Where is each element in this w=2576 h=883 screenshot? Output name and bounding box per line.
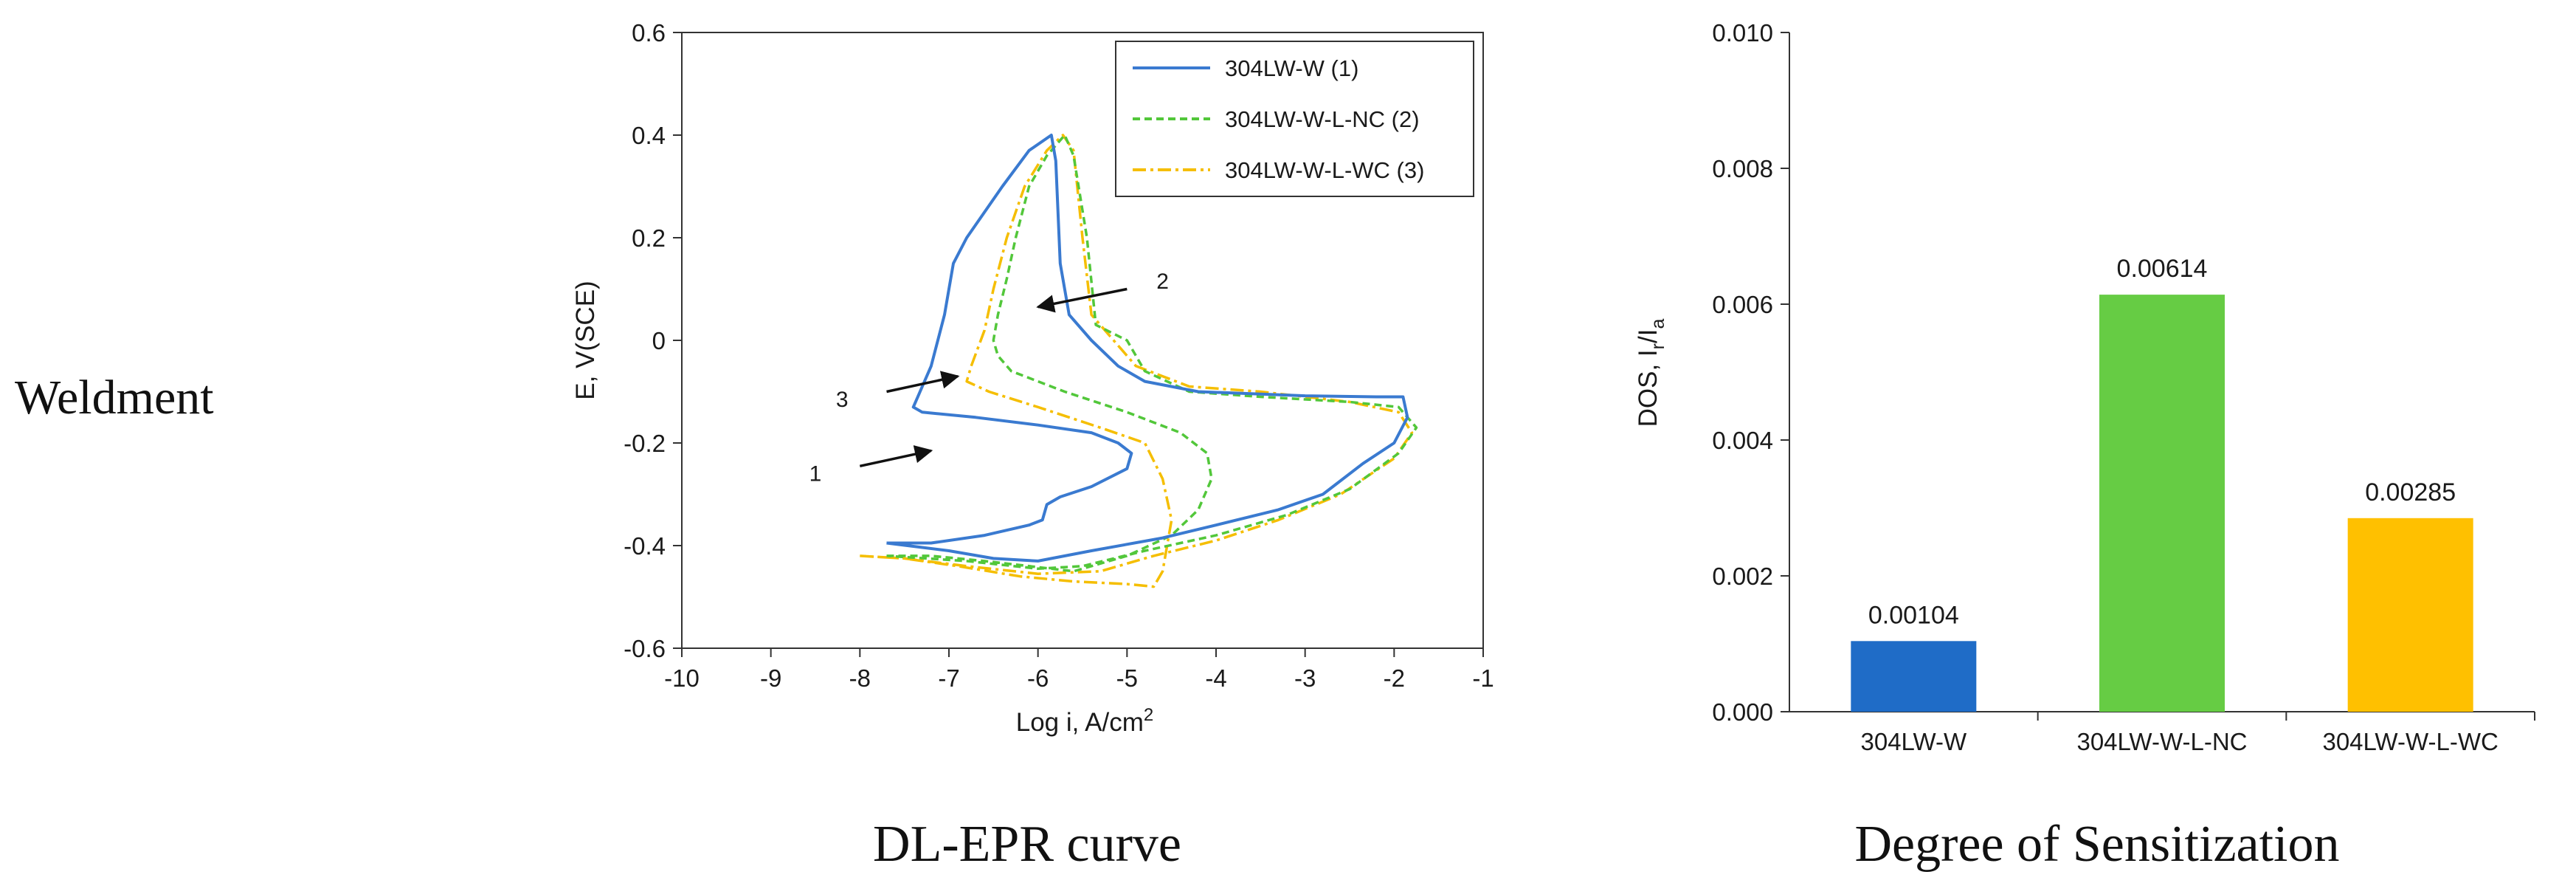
epr-x-tick-label: -6 bbox=[1027, 664, 1049, 692]
epr-x-tick-label: -3 bbox=[1294, 664, 1316, 692]
dos-y-tick-label: 0.008 bbox=[1712, 155, 1773, 182]
epr-y-tick-label: 0 bbox=[652, 327, 666, 354]
dos-y-axis-label-sub-r: r bbox=[1648, 343, 1668, 349]
dos-bar-1 bbox=[1851, 641, 1977, 712]
caption-right: Degree of Sensitization bbox=[1854, 816, 2339, 873]
epr-x-tick-label: -7 bbox=[938, 664, 959, 692]
epr-x-tick-label: -8 bbox=[849, 664, 871, 692]
dos-bar-value-label: 0.00614 bbox=[2117, 255, 2208, 283]
epr-annotation-arrow-3 bbox=[886, 371, 960, 394]
dos-bar-value-label: 0.00285 bbox=[2365, 478, 2456, 506]
epr-series-1-line bbox=[886, 134, 1409, 563]
dos-chart: 0.010 0.008 0.006 0.004 0.002 0.000 0.00104 30… bbox=[1634, 19, 2535, 755]
epr-y-tick-label: 0.4 bbox=[632, 122, 666, 149]
dos-category-label: 304LW-W-L-NC bbox=[2076, 728, 2247, 755]
dos-category-label: 304LW-W-L-WC bbox=[2322, 728, 2498, 755]
dos-y-tick-label: 0.006 bbox=[1712, 291, 1773, 318]
dos-bars: 0.00104 304LW-W 0.00614 304LW-W-L-NC 0.00285… bbox=[1851, 255, 2535, 755]
dos-y-tick-label: 0.000 bbox=[1712, 698, 1773, 726]
epr-series-2-line bbox=[886, 134, 1418, 573]
epr-y-axis-label: E, V(SCE) bbox=[571, 281, 600, 399]
epr-legend: 304LW-W (1) 304LW-W-L-NC (2) 304LW-W-L-W… bbox=[1115, 41, 1474, 197]
epr-series bbox=[860, 134, 1418, 588]
legend-label-series-2: 304LW-W-L-NC (2) bbox=[1225, 106, 1420, 132]
epr-x-axis-label: Log i, A/cm2 bbox=[1016, 705, 1154, 737]
epr-annotation-arrow-1 bbox=[859, 445, 933, 467]
epr-y-tick-label: 0.2 bbox=[632, 224, 666, 252]
epr-annotations: 1 2 3 bbox=[809, 269, 1169, 487]
epr-x-tick-label: -4 bbox=[1205, 664, 1226, 692]
epr-ticks: -10 -9 -8 -7 -6 -5 -4 -3 -2 -1 0.6 0.4 0.2 0 -0.2 -0.4 -… bbox=[624, 19, 1494, 692]
epr-x-tick-label: -10 bbox=[664, 664, 700, 692]
dos-ticks: 0.010 0.008 0.006 0.004 0.002 0.000 bbox=[1712, 19, 1789, 726]
epr-x-axis-label-main: Log i, A/cm bbox=[1016, 708, 1144, 737]
dos-y-axis-label: DOS, Ir/Ia bbox=[1634, 319, 1668, 427]
epr-x-tick-label: -1 bbox=[1472, 664, 1494, 692]
epr-x-axis-label-sup: 2 bbox=[1144, 705, 1153, 725]
dos-bar-value-label: 0.00104 bbox=[1868, 601, 1959, 629]
epr-y-tick-label: 0.6 bbox=[632, 19, 666, 47]
dos-y-tick-label: 0.004 bbox=[1712, 427, 1773, 454]
dos-y-axis-label-main: DOS, I bbox=[1634, 349, 1662, 427]
caption-left: DL-EPR curve bbox=[873, 816, 1181, 873]
epr-x-tick-label: -9 bbox=[760, 664, 781, 692]
epr-annotation-label-3: 3 bbox=[836, 388, 849, 412]
epr-chart: -10 -9 -8 -7 -6 -5 -4 -3 -2 -1 0.6 0.4 0.2 0 -0.2 -0.4 -… bbox=[571, 19, 1494, 737]
epr-x-tick-label: -2 bbox=[1384, 664, 1405, 692]
dos-bar-2 bbox=[2099, 295, 2225, 712]
epr-y-tick-label: -0.4 bbox=[624, 532, 666, 560]
epr-annotation-label-2: 2 bbox=[1156, 269, 1169, 294]
legend-label-series-1: 304LW-W (1) bbox=[1225, 55, 1358, 81]
dos-category-label: 304LW-W bbox=[1861, 728, 1968, 755]
epr-annotation-arrow-2 bbox=[1036, 287, 1128, 313]
row-label: Weldment bbox=[15, 371, 214, 425]
dos-y-tick-label: 0.002 bbox=[1712, 563, 1773, 590]
dos-bar-3 bbox=[2347, 518, 2473, 712]
dos-y-tick-label: 0.010 bbox=[1712, 19, 1773, 47]
epr-x-tick-label: -5 bbox=[1116, 664, 1138, 692]
epr-y-tick-label: -0.2 bbox=[624, 430, 666, 457]
dos-y-axis-label-sub-a: a bbox=[1648, 319, 1668, 329]
dos-y-axis-label-mid: /I bbox=[1634, 329, 1662, 343]
epr-y-tick-label: -0.6 bbox=[624, 635, 666, 662]
legend-label-series-3: 304LW-W-L-WC (3) bbox=[1225, 157, 1424, 183]
epr-series-3-line bbox=[860, 134, 1414, 588]
epr-annotation-label-1: 1 bbox=[809, 462, 822, 487]
